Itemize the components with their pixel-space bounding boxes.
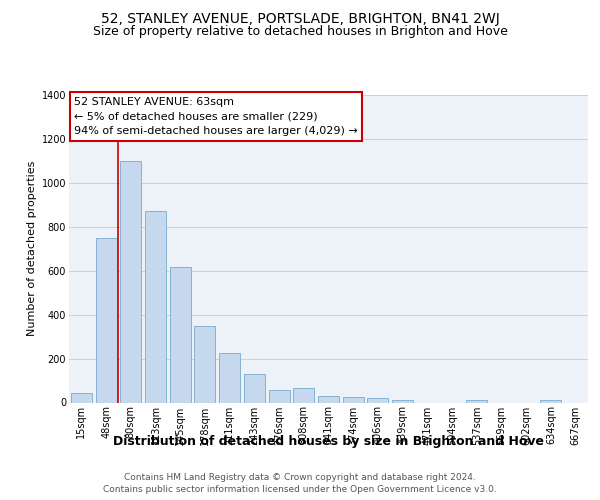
Text: 52, STANLEY AVENUE, PORTSLADE, BRIGHTON, BN41 2WJ: 52, STANLEY AVENUE, PORTSLADE, BRIGHTON,… xyxy=(101,12,499,26)
Text: Distribution of detached houses by size in Brighton and Hove: Distribution of detached houses by size … xyxy=(113,435,544,448)
Bar xyxy=(318,396,339,402)
Bar xyxy=(392,400,413,402)
Bar xyxy=(293,388,314,402)
Text: Contains HM Land Registry data © Crown copyright and database right 2024.
Contai: Contains HM Land Registry data © Crown c… xyxy=(103,472,497,494)
Y-axis label: Number of detached properties: Number of detached properties xyxy=(28,161,37,336)
Bar xyxy=(145,212,166,402)
Bar xyxy=(170,268,191,402)
Bar xyxy=(244,374,265,402)
Bar xyxy=(71,392,92,402)
Bar xyxy=(466,400,487,402)
Bar xyxy=(541,400,562,402)
Bar xyxy=(367,398,388,402)
Bar xyxy=(194,326,215,402)
Bar xyxy=(120,161,141,402)
Bar xyxy=(269,390,290,402)
Bar xyxy=(219,353,240,403)
Bar xyxy=(95,238,116,402)
Text: Size of property relative to detached houses in Brighton and Hove: Size of property relative to detached ho… xyxy=(92,25,508,38)
Text: 52 STANLEY AVENUE: 63sqm
← 5% of detached houses are smaller (229)
94% of semi-d: 52 STANLEY AVENUE: 63sqm ← 5% of detache… xyxy=(74,96,358,136)
Bar xyxy=(343,397,364,402)
